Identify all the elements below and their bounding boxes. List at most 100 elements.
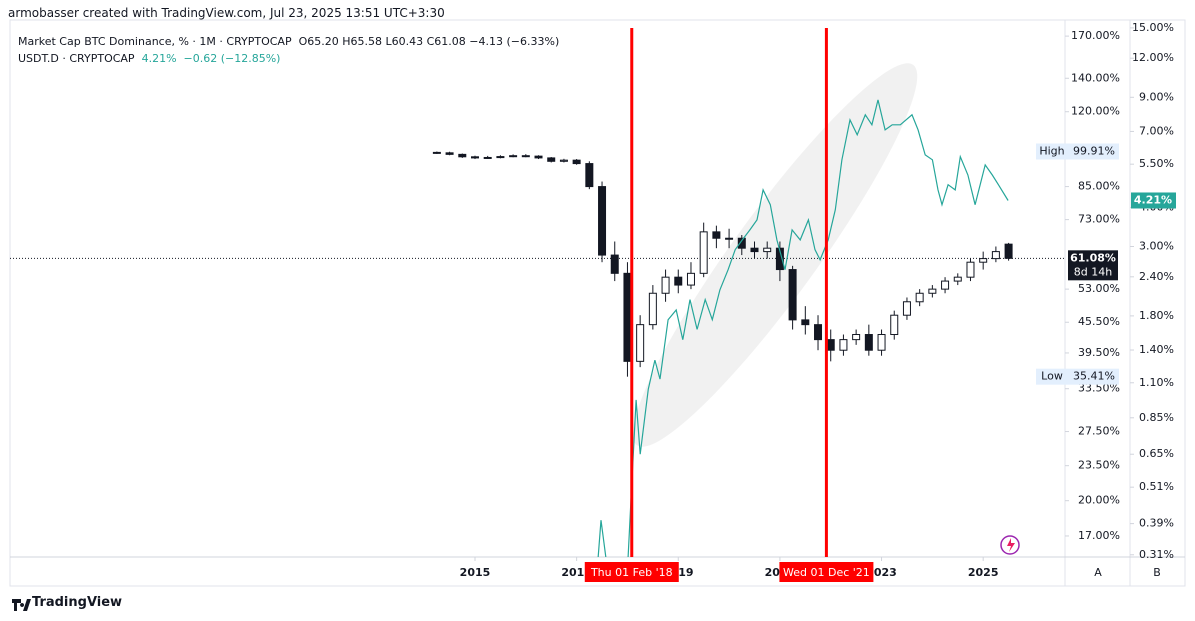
candle-body (470, 156, 479, 159)
y2-tick-label: 1.80% (1139, 309, 1174, 322)
x-tick-label: 2025 (968, 566, 999, 579)
candle-body (725, 237, 734, 240)
extreme-badge-text: Low (1041, 370, 1063, 383)
y-tick-label: 85.00% (1078, 180, 1120, 193)
candle-body (483, 156, 492, 159)
y-tick-label: 27.50% (1078, 425, 1120, 438)
y2-tick-label: 2.40% (1139, 270, 1174, 283)
usdt-badge (1131, 192, 1176, 209)
candle-body (661, 276, 670, 294)
candle-body (979, 258, 988, 263)
candle-body (534, 155, 543, 159)
date-marker-label: Thu 01 Feb '18 (590, 566, 673, 579)
y2-tick-label: 0.39% (1139, 517, 1174, 530)
candle-body (928, 288, 937, 294)
candle-body (623, 272, 632, 362)
candle-body (801, 319, 810, 326)
highlight-ellipse (632, 63, 918, 447)
y2-tick-label: 0.31% (1139, 548, 1174, 561)
candle-body (991, 251, 1000, 260)
candle-body (775, 247, 784, 271)
x-tick-label: 2017 (561, 566, 592, 579)
y2-tick-label: 1.10% (1139, 376, 1174, 389)
candle-body (966, 261, 975, 278)
candle-body (445, 152, 454, 155)
y2-tick-label: 7.00% (1139, 124, 1174, 137)
candle-body (814, 324, 823, 341)
candle-body (826, 339, 835, 351)
candle-body (953, 276, 962, 282)
countdown-label: 8d 14h (1074, 265, 1112, 278)
y-tick-label: 17.00% (1078, 529, 1120, 542)
y2-tick-label: 15.00% (1132, 21, 1174, 34)
plot-area (10, 99, 1065, 557)
candle-body (598, 186, 607, 256)
candle-body (648, 292, 657, 326)
alert-icon (1000, 535, 1020, 555)
chart-frame (9, 19, 1186, 587)
y-tick-label: 23.50% (1078, 459, 1120, 472)
candle-body (636, 324, 645, 362)
series-stats: O65.20 H65.58 L60.43 C61.08 −4.13 (−6.33… (298, 35, 560, 48)
scale-button[interactable]: B (1153, 566, 1161, 579)
candle-body (559, 159, 568, 162)
legend-row: USDT.D · CRYPTOCAP 4.21% −0.62 (−12.85%) (18, 52, 280, 65)
candle-body (839, 339, 848, 351)
y2-tick-label: 0.65% (1139, 447, 1174, 460)
candle-body (915, 292, 924, 303)
y-tick-label: 20.00% (1078, 494, 1120, 507)
candle-body (674, 276, 683, 286)
candle-body (788, 269, 797, 321)
y2-tick-label: 1.40% (1139, 343, 1174, 356)
candle-body (610, 254, 619, 274)
alert-icon-bolt (1007, 538, 1015, 552)
candle-body (852, 334, 861, 341)
date-marker-box (779, 562, 874, 582)
candle-body (585, 163, 594, 188)
x-tick-label: 2023 (866, 566, 897, 579)
y2-tick-label: 9.00% (1139, 90, 1174, 103)
date-marker-box (584, 562, 679, 582)
candle-body (1004, 243, 1013, 259)
brand-name: TradingView (32, 595, 123, 610)
extreme-badge-text: High (1039, 145, 1064, 158)
series-name: USDT.D · CRYPTOCAP (18, 52, 135, 65)
candle-body (432, 151, 441, 154)
y-tick-label: 120.00% (1071, 105, 1120, 118)
candle-body (699, 231, 708, 274)
candle-body (890, 314, 899, 336)
y2-tick-label: 0.51% (1139, 480, 1174, 493)
extreme-badge-label: 99.91% (1073, 145, 1115, 158)
y-tick-label: 140.00% (1071, 71, 1120, 84)
candle-body (572, 159, 581, 165)
candle-body (686, 272, 695, 286)
price-badge-label: 61.08% (1070, 251, 1116, 264)
usdt-badge-label: 4.21% (1134, 193, 1172, 206)
y-tick-label: 53.00% (1078, 282, 1120, 295)
candle-body (941, 280, 950, 290)
candle-body (496, 156, 505, 159)
date-marker-label: Wed 01 Dec '21 (783, 566, 870, 579)
candle-body (547, 157, 556, 162)
y-tick-label: 73.00% (1078, 213, 1120, 226)
candle-body (712, 231, 721, 239)
legend-row: Market Cap BTC Dominance, % · 1M · CRYPT… (18, 35, 559, 48)
price-badge (1068, 250, 1118, 281)
scale-button[interactable]: A (1094, 566, 1102, 579)
y-tick-label: 39.50% (1078, 346, 1120, 359)
y-tick-label: 33.50% (1078, 382, 1120, 395)
candle-body (902, 301, 911, 316)
brand-logo (12, 599, 31, 611)
candle-body (509, 155, 518, 158)
series-line (597, 99, 1009, 557)
candle-body (877, 334, 886, 351)
y2-tick-label: 3.00% (1139, 240, 1174, 253)
candle-body (763, 247, 772, 253)
y2-tick-label: 0.85% (1139, 411, 1174, 424)
candle-body (737, 237, 746, 249)
candle-body (521, 155, 530, 158)
credit-text: armobasser created with TradingView.com,… (8, 6, 445, 20)
candle-body (864, 334, 873, 351)
